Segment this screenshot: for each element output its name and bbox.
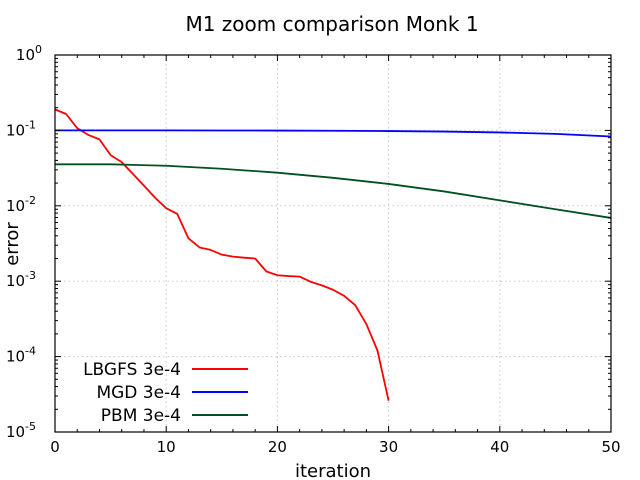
series-lines (54, 108, 612, 401)
y-tick-label: 10-4 (6, 345, 36, 366)
plot-frame (54, 54, 612, 433)
x-tick-label: 50 (601, 438, 620, 456)
chart-title: M1 zoom comparison Monk 1 (185, 12, 478, 36)
legend-label: PBM 3e-4 (101, 406, 181, 426)
axis-ticks: 0 10 20 30 40 50 100 10-1 10-2 10-3 10-4 10-5 (6, 43, 621, 456)
x-tick-label: 30 (379, 438, 398, 456)
x-tick-label: 40 (490, 438, 509, 456)
x-axis-label: iteration (295, 461, 371, 480)
series-line-1 (54, 108, 390, 401)
y-tick-label: 10-3 (6, 269, 36, 290)
legend-label: MGD 3e-4 (96, 383, 181, 403)
y-tick-label: 10-1 (6, 118, 36, 139)
legend: LBGFS 3e-4 MGD 3e-4 PBM 3e-4 (83, 360, 248, 426)
y-tick-label: 100 (16, 43, 42, 64)
series-line-3 (55, 163, 612, 219)
legend-label: LBGFS 3e-4 (83, 360, 181, 380)
x-tick-label: 0 (50, 438, 60, 456)
y-tick-label: 10-5 (6, 420, 36, 441)
series-line-2 (55, 129, 612, 138)
y-axis-label: error (2, 222, 23, 266)
x-tick-label: 10 (157, 438, 176, 456)
y-tick-label: 10-2 (6, 194, 36, 215)
x-tick-label: 20 (268, 438, 287, 456)
